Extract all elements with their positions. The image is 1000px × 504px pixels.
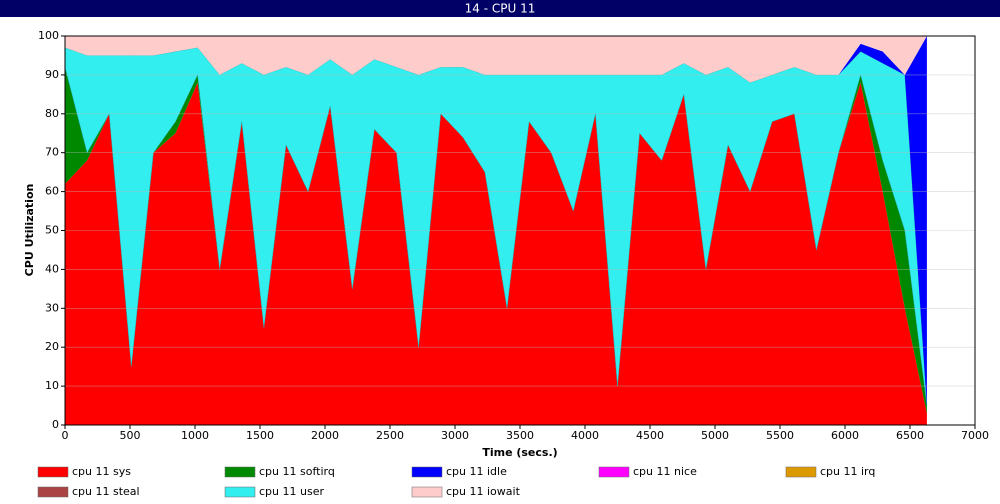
- x-tick-label: 4500: [636, 429, 664, 442]
- area: [65, 82, 927, 426]
- legend-swatch: [224, 466, 256, 478]
- y-tick-label: 40: [45, 262, 59, 275]
- legend-label: cpu 11 idle: [446, 465, 507, 478]
- x-tick-label: 5000: [701, 429, 729, 442]
- legend-swatch: [411, 466, 443, 478]
- x-tick-label: 3500: [506, 429, 534, 442]
- area: [65, 36, 927, 83]
- y-tick-label: 30: [45, 301, 59, 314]
- legend-swatch: [411, 486, 443, 498]
- legend-swatch: [598, 466, 630, 478]
- title-bar: [0, 0, 1000, 17]
- y-tick-label: 10: [45, 379, 59, 392]
- legend-label: cpu 11 softirq: [259, 465, 335, 478]
- area: [64, 47, 928, 406]
- x-tick-label: 1000: [181, 429, 209, 442]
- y-tick-label: 50: [45, 224, 59, 237]
- y-tick-label: 70: [45, 146, 59, 159]
- legend-label: cpu 11 irq: [820, 465, 875, 478]
- legend-swatch: [224, 486, 256, 498]
- x-tick-label: 5500: [766, 429, 794, 442]
- legend-label: cpu 11 user: [259, 485, 324, 498]
- x-tick-label: 6000: [831, 429, 859, 442]
- plot-border: [64, 35, 976, 426]
- y-axis-label: CPU Utilization: [23, 184, 36, 277]
- legend-label: cpu 11 steal: [72, 485, 140, 498]
- x-tick-label: 7000: [961, 429, 989, 442]
- legend-swatch: [785, 466, 817, 478]
- y-tick-label: 20: [45, 340, 59, 353]
- legend-swatch: [37, 466, 69, 478]
- y-tick-label: 100: [38, 29, 59, 42]
- legend-label: cpu 11 iowait: [446, 485, 521, 498]
- y-tick-label: 90: [45, 68, 59, 81]
- x-tick-label: 1500: [246, 429, 274, 442]
- y-tick-label: 60: [45, 185, 59, 198]
- legend-swatch: [37, 486, 69, 498]
- y-tick-label: 0: [52, 418, 59, 431]
- x-axis-label: Time (secs.): [482, 446, 557, 459]
- x-tick-label: 0: [62, 429, 69, 442]
- chart-title: 14 - CPU 11: [465, 2, 536, 16]
- y-tick-label: 80: [45, 107, 59, 120]
- x-tick-label: 2500: [376, 429, 404, 442]
- x-tick-label: 4000: [571, 429, 599, 442]
- x-tick-label: 6500: [896, 429, 924, 442]
- x-tick-label: 3000: [441, 429, 469, 442]
- legend-label: cpu 11 sys: [72, 465, 131, 478]
- x-tick-label: 2000: [311, 429, 339, 442]
- x-tick-label: 500: [120, 429, 141, 442]
- legend-label: cpu 11 nice: [633, 465, 697, 478]
